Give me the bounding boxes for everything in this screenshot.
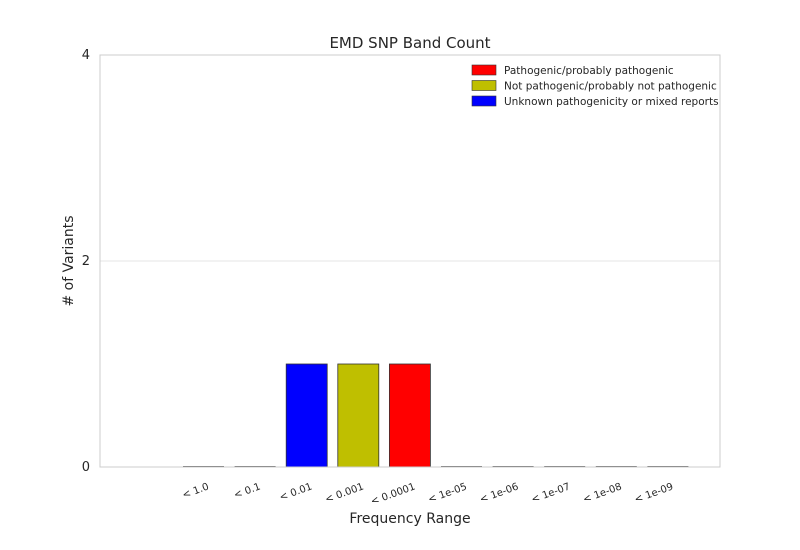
legend-label: Pathogenic/probably pathogenic	[504, 65, 674, 77]
x-tick-label: < 0.001	[324, 481, 366, 505]
x-tick-label: < 1e-05	[427, 481, 469, 505]
x-tick-labels: < 1.0 < 0.1 < 0.01 < 0.001 < 0.0001 < 1e-05 < …	[181, 481, 675, 507]
x-tick-label: < 1e-07	[530, 481, 572, 505]
plot-frame	[99, 54, 721, 468]
legend-swatch	[471, 64, 497, 76]
legend-label: Unknown pathogenicity or mixed reports	[504, 96, 719, 108]
bar-3-series-1	[337, 363, 380, 468]
x-tick-label: < 1e-09	[633, 481, 675, 505]
chart-title: EMD SNP Band Count	[329, 34, 490, 52]
bar-2-series-2	[285, 363, 328, 468]
y-tick-labels: 0 2 4	[82, 48, 90, 475]
x-tick-label: < 0.1	[233, 481, 263, 501]
bar-4-series-0	[388, 363, 431, 468]
y-tick-label: 0	[82, 460, 90, 475]
y-tick-label: 4	[82, 48, 90, 63]
x-axis-label: Frequency Range	[349, 511, 470, 527]
x-tick-label: < 1.0	[181, 481, 211, 501]
y-tick-label: 2	[82, 254, 90, 269]
legend: Pathogenic/probably pathogenic Not pathog…	[471, 64, 719, 108]
x-tick-label: < 1e-06	[478, 481, 520, 505]
legend-label: Not pathogenic/probably not pathogenic	[504, 81, 717, 93]
legend-swatch	[471, 95, 497, 107]
legend-swatch	[471, 80, 497, 91]
x-tick-label: < 0.0001	[369, 481, 417, 507]
x-tick-label: < 1e-08	[582, 481, 624, 505]
y-axis-label: # of Variants	[61, 215, 77, 306]
x-tick-label: < 0.01	[278, 481, 314, 503]
bars-group	[183, 363, 689, 468]
